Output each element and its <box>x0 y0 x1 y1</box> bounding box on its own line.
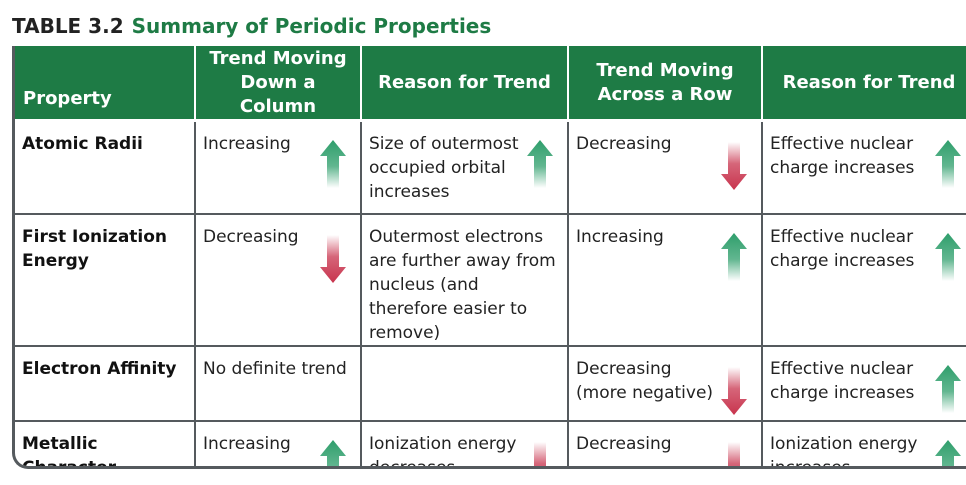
cell-text: Increasing <box>203 434 291 454</box>
property-cell: Metallic Character <box>15 420 196 466</box>
cell-text: Size of outermost occupied orbital incre… <box>369 134 519 202</box>
up-arrow-icon <box>935 233 961 281</box>
down-column-cell: No definite trend <box>195 345 362 421</box>
across-reason-cell: Effective nuclear charge increases <box>762 345 966 421</box>
header-row: Property Trend Moving Down a Column Reas… <box>15 46 966 122</box>
table-row: First Ionization Energy Decreasing Outer… <box>15 213 966 346</box>
table-row: Metallic Character Increasing Ionization… <box>15 420 966 469</box>
across-row-cell: Decreasing <box>568 420 763 466</box>
down-reason-cell <box>361 345 569 421</box>
down-reason-cell: Size of outermost occupied orbital incre… <box>361 120 569 214</box>
cell-text: Decreasing <box>576 134 672 154</box>
table-title: TABLE 3.2 Summary of Periodic Properties <box>12 14 491 38</box>
across-row-cell: Decreasing (more negative) <box>568 345 763 421</box>
cell-text: Effective nuclear charge increases <box>770 359 915 403</box>
down-reason-cell: Outermost electrons are further away fro… <box>361 213 569 346</box>
cell-text: Increasing <box>576 227 664 247</box>
across-reason-cell: Effective nuclear charge increases <box>762 213 966 346</box>
cell-text: Ionization energy decreases <box>369 434 517 469</box>
header-reason-down: Reason for Trend <box>361 46 569 122</box>
up-arrow-icon <box>935 440 961 466</box>
across-row-cell: Decreasing <box>568 120 763 214</box>
down-arrow-icon <box>527 442 553 466</box>
table-row: Atomic Radii Increasing Size of outermos… <box>15 120 966 215</box>
header-trend-down-column: Trend Moving Down a Column <box>195 46 362 122</box>
table-number: TABLE 3.2 <box>12 14 124 38</box>
across-reason-cell: Effective nuclear charge increases <box>762 121 966 215</box>
property-cell: Electron Affinity <box>15 345 196 421</box>
header-trend-across-row: Trend Moving Across a Row <box>568 46 763 122</box>
periodic-properties-table: Property Trend Moving Down a Column Reas… <box>12 46 966 469</box>
cell-text: Effective nuclear charge increases <box>770 134 915 178</box>
cell-text: Ionization energy increases <box>770 434 918 469</box>
cell-text: Decreasing (more negative) <box>576 359 714 403</box>
down-column-cell: Increasing <box>195 120 362 214</box>
down-arrow-icon <box>721 367 747 415</box>
down-arrow-icon <box>721 142 747 190</box>
cell-text: Decreasing <box>203 227 299 247</box>
header-property: Property <box>15 46 196 122</box>
down-column-cell: Increasing <box>195 420 362 466</box>
down-reason-cell: Ionization energy decreases <box>361 420 569 469</box>
cell-text: Decreasing <box>576 434 672 454</box>
up-arrow-icon <box>935 140 961 188</box>
cell-text: No definite trend <box>203 359 347 379</box>
property-cell: First Ionization Energy <box>15 213 196 346</box>
down-arrow-icon <box>721 442 747 466</box>
up-arrow-icon <box>320 440 346 466</box>
down-column-cell: Decreasing <box>195 213 362 346</box>
up-arrow-icon <box>935 365 961 413</box>
up-arrow-icon <box>320 140 346 188</box>
down-arrow-icon <box>320 235 346 283</box>
cell-text: Increasing <box>203 134 291 154</box>
table-row: Electron Affinity No definite trend Decr… <box>15 345 966 421</box>
across-reason-cell: Ionization energy increases <box>762 420 966 469</box>
cell-text: Outermost electrons are further away fro… <box>369 227 556 343</box>
up-arrow-icon <box>527 140 553 188</box>
cell-text: Effective nuclear charge increases <box>770 227 915 271</box>
property-cell: Atomic Radii <box>15 120 196 214</box>
header-reason-across: Reason for Trend <box>762 46 966 122</box>
across-row-cell: Increasing <box>568 213 763 346</box>
up-arrow-icon <box>721 233 747 281</box>
table-caption: Summary of Periodic Properties <box>131 14 492 38</box>
